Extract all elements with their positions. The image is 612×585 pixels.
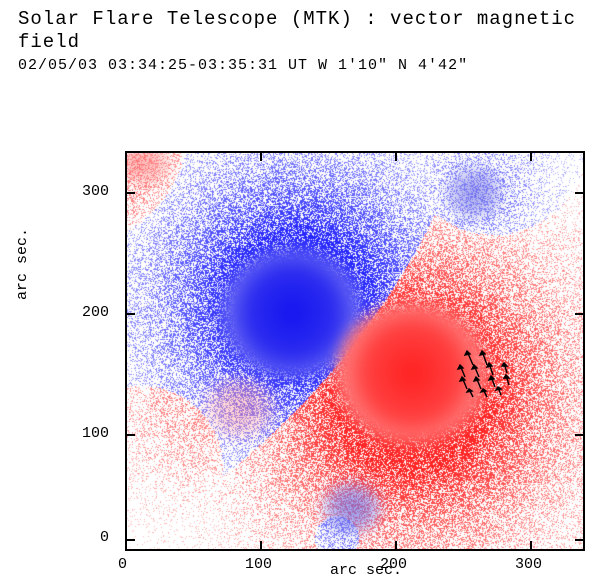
y-tick-100: [125, 434, 135, 436]
x-axis-title: arc sec.: [330, 562, 402, 579]
y-tick-200-r: [575, 313, 585, 315]
x-tick-200-b: [395, 541, 397, 551]
y-tick-300: [125, 192, 135, 194]
magnetogram-noise-background: [127, 153, 585, 551]
y-tick-0-r: [575, 539, 585, 541]
y-tick-label-100: 100: [82, 425, 109, 442]
y-tick-300-r: [575, 192, 585, 194]
y-tick-label-0: 0: [100, 529, 109, 546]
x-tick-300: [530, 151, 532, 161]
y-tick-label-200: 200: [82, 304, 109, 321]
main-title: Solar Flare Telescope (MTK) : vector mag…: [18, 8, 612, 54]
x-tick-label-100: 100: [245, 556, 272, 573]
x-tick-0-b: [125, 541, 127, 551]
x-tick-200: [395, 151, 397, 161]
y-axis-title: arc sec.: [14, 228, 31, 300]
x-tick-300-b: [530, 541, 532, 551]
y-tick-100-r: [575, 434, 585, 436]
main-plot-window: Solar Flare Telescope (MTK) : vector mag…: [0, 0, 612, 585]
x-tick-0: [125, 151, 127, 161]
y-tick-330-r: [575, 151, 585, 153]
x-tick-label-0: 0: [118, 556, 127, 573]
x-tick-100: [260, 151, 262, 161]
image-plot-area[interactable]: [125, 151, 585, 551]
y-tick-200: [125, 313, 135, 315]
x-tick-label-300: 300: [515, 556, 542, 573]
x-tick-100-b: [260, 541, 262, 551]
title-block: Solar Flare Telescope (MTK) : vector mag…: [18, 8, 612, 77]
y-tick-label-300: 300: [82, 183, 109, 200]
subtitle: 02/05/03 03:34:25-03:35:31 UT W 1'10" N …: [18, 54, 612, 77]
